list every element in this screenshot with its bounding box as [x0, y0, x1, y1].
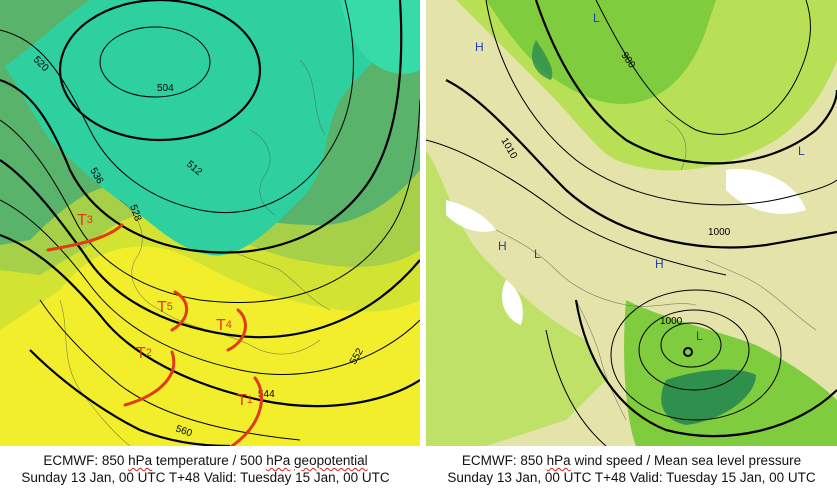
contour-label: 544	[258, 389, 275, 400]
coastlines	[59, 59, 331, 446]
right-map-panel: 980 1000 1000 1010 H H H L L L L	[426, 0, 837, 446]
wind-band-very-strong-north	[531, 40, 553, 80]
low-pressure-label: L	[593, 11, 600, 25]
wind-band-strong	[486, 0, 716, 104]
geopotential-contours	[0, 0, 420, 446]
temp-band-corner	[0, 0, 90, 70]
left-map-caption: ECMWF: 850 hPa temperature / 500 hPa geo…	[0, 452, 411, 486]
right-map-caption: ECMWF: 850 hPa wind speed / Mean sea lev…	[426, 452, 837, 486]
low-pressure-label: L	[534, 247, 541, 261]
pressure-centres: H H H L L L L	[475, 11, 805, 343]
trough-labels: T3 T5 T4 T2 T1	[77, 212, 253, 409]
trough-label-1: T1	[237, 392, 253, 409]
high-pressure-label: H	[498, 239, 507, 253]
coastlines	[495, 119, 817, 421]
isobars	[426, 0, 837, 446]
wind-pressure-map: 980 1000 1000 1010 H H H L L L L	[426, 0, 837, 446]
white-patch	[726, 169, 806, 214]
high-pressure-label: H	[475, 40, 484, 54]
right-caption-line2: Sunday 13 Jan, 00 UTC T+48 Valid: Tuesda…	[447, 470, 816, 485]
left-caption-line1: ECMWF: 850 hPa temperature / 500 hPa geo…	[43, 453, 368, 468]
low-pressure-label: L	[798, 144, 805, 158]
high-pressure-label: H	[655, 257, 664, 271]
trough-arc-4	[226, 308, 247, 352]
trough-label-4: T4	[216, 317, 232, 334]
white-patch	[501, 280, 523, 325]
left-map-panel: 504 512 520 528 536 544 552 560 T3 T5 T4…	[0, 0, 420, 446]
trough-arc-1	[230, 376, 263, 446]
trough-arc-3	[46, 223, 124, 252]
trough-label-5: T5	[157, 299, 173, 316]
low-centre-marker	[683, 347, 693, 357]
trough-arc-2	[123, 350, 176, 407]
isobar-label: 1000	[660, 316, 683, 327]
low-pressure-label: L	[696, 329, 703, 343]
trough-arcs	[46, 223, 263, 446]
temperature-geopotential-map: 504 512 520 528 536 544 552 560 T3 T5 T4…	[0, 0, 420, 446]
left-caption-line2: Sunday 13 Jan, 00 UTC T+48 Valid: Tuesda…	[21, 470, 390, 485]
trough-label-2: T2	[136, 345, 152, 362]
contour-label: 504	[157, 83, 174, 94]
white-patch	[446, 200, 496, 232]
wind-band-very-strong	[661, 369, 756, 425]
isobar-label: 1000	[708, 227, 731, 238]
right-caption-line1: ECMWF: 850 hPa wind speed / Mean sea lev…	[461, 453, 802, 468]
temp-band-cold	[0, 0, 420, 256]
trough-label-3: T3	[77, 212, 93, 229]
trough-arc-5	[170, 290, 189, 332]
